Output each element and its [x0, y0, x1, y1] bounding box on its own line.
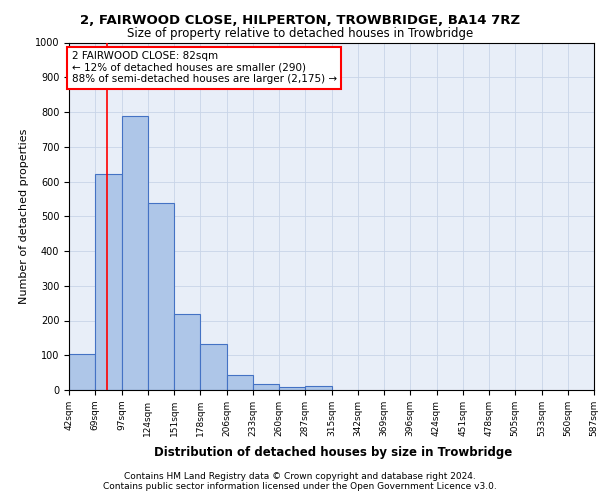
- Bar: [174, 314, 200, 390]
- Bar: [227, 376, 253, 390]
- Bar: [148, 203, 174, 390]
- Bar: [121, 116, 148, 390]
- Y-axis label: Number of detached properties: Number of detached properties: [19, 128, 29, 304]
- Bar: [69, 354, 95, 390]
- Bar: [305, 386, 331, 390]
- Bar: [95, 174, 121, 390]
- Text: Distribution of detached houses by size in Trowbridge: Distribution of detached houses by size …: [154, 446, 512, 459]
- Text: Size of property relative to detached houses in Trowbridge: Size of property relative to detached ho…: [127, 28, 473, 40]
- Text: 2 FAIRWOOD CLOSE: 82sqm
← 12% of detached houses are smaller (290)
88% of semi-d: 2 FAIRWOOD CLOSE: 82sqm ← 12% of detache…: [71, 51, 337, 84]
- Text: 2, FAIRWOOD CLOSE, HILPERTON, TROWBRIDGE, BA14 7RZ: 2, FAIRWOOD CLOSE, HILPERTON, TROWBRIDGE…: [80, 14, 520, 27]
- Bar: [253, 384, 279, 390]
- Text: Contains public sector information licensed under the Open Government Licence v3: Contains public sector information licen…: [103, 482, 497, 491]
- Bar: [279, 386, 305, 390]
- Text: Contains HM Land Registry data © Crown copyright and database right 2024.: Contains HM Land Registry data © Crown c…: [124, 472, 476, 481]
- Bar: [200, 344, 227, 390]
